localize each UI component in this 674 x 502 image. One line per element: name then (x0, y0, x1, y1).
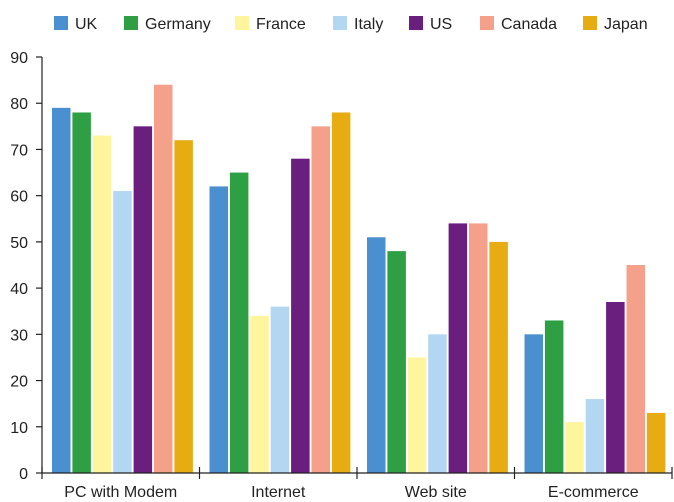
bar-us-pc-with-modem (134, 126, 153, 473)
y-tick-label: 10 (10, 420, 28, 437)
bar-japan-web-site (489, 242, 508, 473)
legend-swatch-italy (333, 16, 347, 30)
bar-france-web-site (408, 357, 427, 473)
legend-swatch-germany (124, 16, 138, 30)
y-tick-label: 40 (10, 281, 28, 298)
legend-swatch-japan (583, 16, 597, 30)
y-tick-label: 50 (10, 235, 28, 252)
y-tick-label: 70 (10, 142, 28, 159)
bar-france-e-commerce (565, 422, 584, 473)
bar-us-web-site (449, 223, 468, 473)
legend: UK Germany France Italy US Canada Japan (54, 16, 648, 33)
legend-label-uk: UK (75, 16, 98, 33)
bar-france-pc-with-modem (93, 136, 112, 473)
bar-canada-e-commerce (627, 265, 646, 473)
legend-swatch-canada (480, 16, 494, 30)
bar-italy-internet (271, 307, 290, 473)
x-tick-label: Internet (251, 484, 306, 501)
bar-france-internet (250, 316, 268, 473)
bar-japan-internet (332, 112, 351, 473)
legend-swatch-uk (54, 16, 68, 30)
y-tick-label: 90 (10, 50, 28, 67)
y-tick-label: 80 (10, 96, 28, 113)
legend-swatch-france (235, 16, 249, 30)
x-tick-label: PC with Modem (64, 484, 177, 501)
bar-italy-web-site (428, 334, 447, 473)
legend-swatch-us (409, 16, 423, 30)
legend-label-japan: Japan (604, 16, 648, 33)
bar-germany-pc-with-modem (72, 112, 91, 473)
bar-us-internet (291, 159, 310, 473)
x-tick-label: E-commerce (548, 484, 639, 501)
y-axis: 0 10 20 30 40 50 60 70 80 90 (10, 50, 42, 483)
bar-uk-pc-with-modem (52, 108, 71, 473)
legend-label-france: France (256, 16, 306, 33)
legend-label-germany: Germany (145, 16, 211, 33)
bar-italy-pc-with-modem (113, 191, 132, 473)
bar-canada-pc-with-modem (154, 85, 173, 473)
y-tick-label: 0 (19, 466, 28, 483)
bar-japan-e-commerce (647, 413, 666, 473)
y-tick-label: 30 (10, 327, 28, 344)
bar-germany-web-site (387, 251, 406, 473)
legend-label-italy: Italy (354, 16, 383, 33)
bar-japan-pc-with-modem (174, 140, 193, 473)
bar-us-e-commerce (606, 302, 625, 473)
y-tick-label: 20 (10, 374, 28, 391)
x-tick-label: Web site (405, 484, 467, 501)
legend-label-us: US (430, 16, 452, 33)
bar-canada-internet (312, 126, 331, 473)
bar-germany-internet (230, 173, 249, 473)
bar-uk-e-commerce (525, 334, 544, 473)
bar-uk-internet (210, 186, 229, 473)
bar-canada-web-site (469, 223, 488, 473)
legend-label-canada: Canada (501, 16, 557, 33)
bar-uk-web-site (367, 237, 386, 473)
bar-germany-e-commerce (545, 320, 564, 473)
y-tick-label: 60 (10, 189, 28, 206)
bar-italy-e-commerce (586, 399, 605, 473)
bars (52, 85, 665, 473)
